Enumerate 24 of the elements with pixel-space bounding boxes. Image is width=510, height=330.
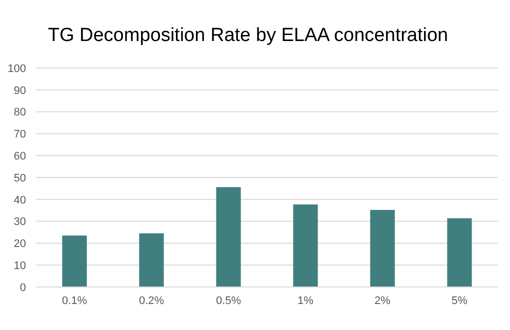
x-tick-label: 2% <box>374 295 391 307</box>
y-tick-label: 0 <box>20 282 26 294</box>
y-tick-label: 20 <box>14 238 26 250</box>
bar <box>370 210 395 287</box>
x-tick-label: 1% <box>298 295 314 307</box>
x-tick-label: 5% <box>452 295 468 307</box>
y-tick-label: 90 <box>14 84 26 97</box>
bar <box>447 218 472 287</box>
x-tick-label: 0.5% <box>216 295 242 307</box>
bar <box>139 233 164 287</box>
x-tick-label: 0.1% <box>62 295 88 307</box>
y-tick-label: 10 <box>14 260 26 272</box>
y-tick-label: 60 <box>14 150 26 162</box>
y-tick-label: 50 <box>14 172 26 184</box>
y-tick-label: 40 <box>14 194 26 206</box>
y-tick-label: 100 <box>8 62 26 75</box>
y-tick-label: 30 <box>14 216 26 228</box>
bar <box>62 236 87 287</box>
x-tick-label: 0.2% <box>138 295 164 307</box>
bar <box>293 204 318 287</box>
chart-title: TG Decomposition Rate by ELAA concentration <box>48 25 448 46</box>
y-tick-label: 70 <box>14 128 26 141</box>
bar <box>216 187 241 287</box>
y-tick-label: 80 <box>14 106 26 119</box>
